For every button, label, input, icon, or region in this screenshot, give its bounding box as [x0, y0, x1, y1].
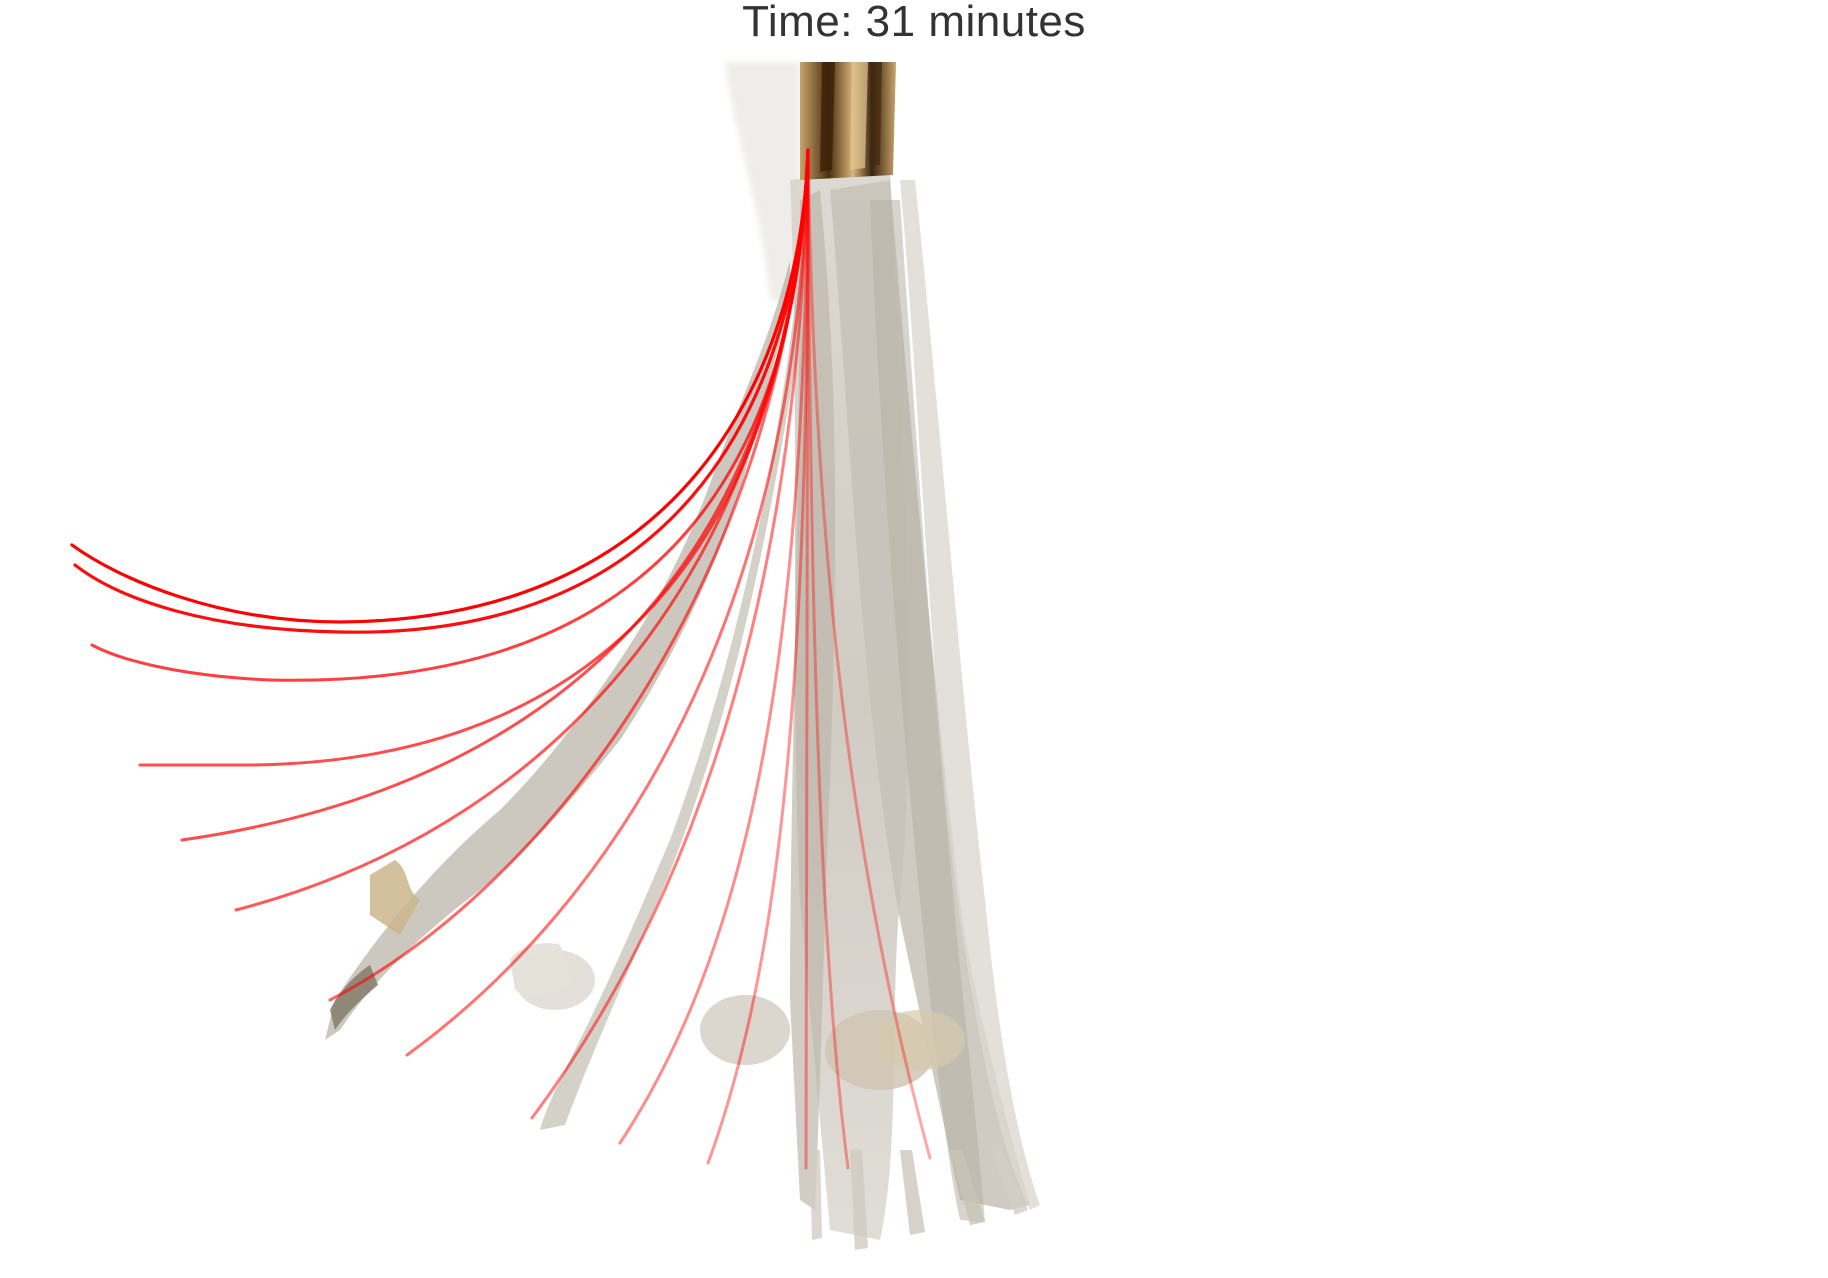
plot-title: Time: 31 minutes [742, 0, 1086, 46]
trajectory-curve [70, 148, 810, 624]
trajectory-curves [70, 148, 932, 1170]
trajectory-curve [618, 148, 810, 1145]
trajectory-curve [405, 148, 810, 1057]
trajectory-curve [706, 148, 810, 1165]
frayed-ends [810, 1150, 1028, 1250]
trajectory-curve [804, 148, 810, 1170]
vertical-strand-bundle [790, 170, 1040, 1240]
trajectory-curve [530, 148, 810, 1120]
trajectory-curve [806, 148, 932, 1160]
background-haze [725, 62, 800, 300]
bent-strand-middle [510, 260, 810, 1130]
trajectory-curve [328, 148, 810, 1002]
trajectory-curve [90, 148, 810, 682]
trajectory-curve [73, 148, 810, 634]
bent-strand-left [325, 260, 790, 1040]
attachment-tip [800, 62, 896, 180]
trajectory-curve [806, 148, 850, 1170]
